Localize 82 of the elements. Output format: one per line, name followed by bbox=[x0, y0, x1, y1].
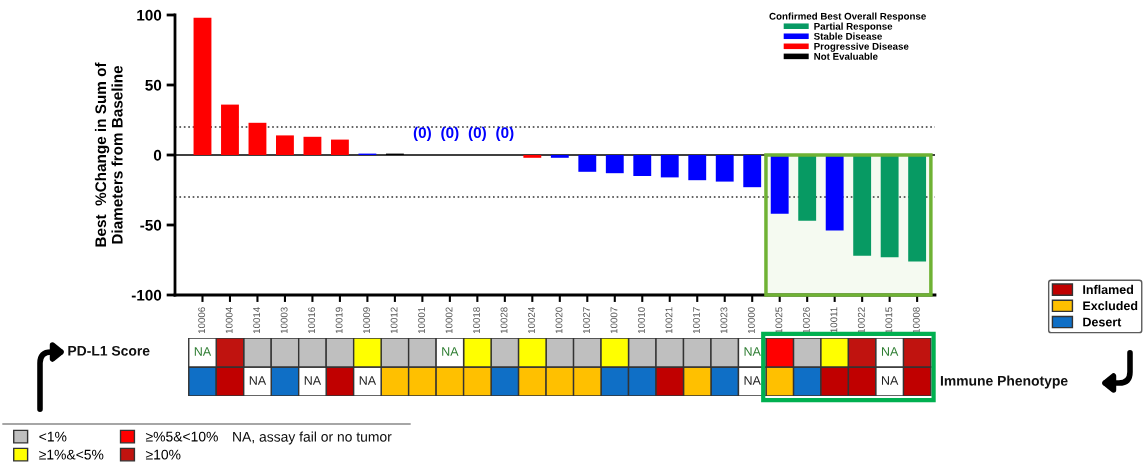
y-tick-label: -50 bbox=[140, 219, 162, 231]
legend-label: ≥10% bbox=[145, 449, 181, 460]
x-tick-label: 10015 bbox=[885, 307, 893, 334]
bar bbox=[523, 155, 542, 158]
x-tick-label: 10011 bbox=[830, 307, 838, 333]
text: PD-L1 Score bbox=[68, 345, 150, 356]
x-tick-label: 10008 bbox=[912, 307, 920, 334]
legend-label: Desert bbox=[1083, 317, 1122, 327]
y-tick-label: -100 bbox=[131, 289, 162, 301]
x-tick-label: 10017 bbox=[692, 307, 700, 334]
x-tick-label: 10014 bbox=[253, 307, 261, 334]
text: NA bbox=[359, 376, 377, 385]
data-label: (0) bbox=[413, 126, 431, 142]
bar bbox=[221, 104, 239, 155]
text: Immune Phenotype bbox=[940, 375, 1068, 389]
bar bbox=[743, 155, 762, 188]
x-tick-label: 10012 bbox=[390, 307, 398, 334]
x-tick-label: 10019 bbox=[335, 307, 343, 334]
data-label: (0) bbox=[441, 126, 459, 142]
x-tick-label: 10010 bbox=[637, 307, 645, 334]
bar bbox=[605, 155, 624, 174]
text: NA bbox=[881, 376, 899, 385]
bar bbox=[193, 17, 212, 155]
bar bbox=[825, 155, 844, 231]
bar bbox=[880, 155, 899, 258]
y-tick-label: 100 bbox=[137, 9, 162, 21]
y-axis-title: Best %Change in Sum of Diameters from Baseline bbox=[94, 62, 123, 247]
legend-label: Not Evaluable bbox=[814, 52, 878, 60]
x-tick-label: 10021 bbox=[665, 307, 673, 334]
x-tick-label: 10024 bbox=[528, 307, 535, 334]
x-tick-label: 10007 bbox=[610, 307, 618, 334]
bar bbox=[330, 139, 349, 155]
y-tick-label: 50 bbox=[145, 79, 162, 91]
data-label: (0) bbox=[496, 126, 514, 142]
legend-label: Excluded bbox=[1083, 301, 1138, 311]
bar bbox=[276, 135, 294, 155]
x-tick-label: 10000 bbox=[747, 307, 755, 334]
data-label: (0) bbox=[468, 126, 486, 142]
bar bbox=[770, 155, 789, 214]
x-tick-label: 10023 bbox=[720, 307, 728, 334]
legend-title: Confirmed Best Overall Response bbox=[769, 12, 926, 22]
x-tick-label: 10009 bbox=[363, 307, 371, 334]
legend-label: Partial Response bbox=[814, 22, 893, 32]
x-tick-label: 10006 bbox=[198, 307, 206, 334]
legend-label: ≥1%&<5% bbox=[39, 449, 104, 460]
x-tick-label: 10002 bbox=[445, 307, 453, 334]
x-tick-label: 10016 bbox=[308, 307, 316, 334]
bar bbox=[633, 155, 652, 176]
series-label: NA bbox=[194, 347, 212, 356]
bar bbox=[715, 155, 734, 182]
legend-label: ≥%5&<10% bbox=[145, 431, 218, 442]
x-tick-label: 10027 bbox=[583, 307, 590, 334]
bar bbox=[248, 122, 267, 155]
bar bbox=[853, 155, 872, 256]
legend-label: Stable Disease bbox=[813, 32, 882, 40]
legend-label: Inflamed bbox=[1083, 284, 1134, 294]
x-tick-label: 10026 bbox=[802, 307, 810, 334]
text: NA bbox=[744, 347, 761, 356]
text: NA, assay fail or no tumor bbox=[233, 431, 392, 445]
x-tick-label: 10003 bbox=[280, 307, 288, 334]
x-tick-label: 10001 bbox=[418, 307, 425, 334]
bar bbox=[578, 155, 597, 172]
x-tick-label: 10025 bbox=[775, 307, 783, 334]
bar bbox=[908, 155, 927, 262]
x-tick-label: 10028 bbox=[500, 307, 508, 334]
x-tick-label: 10004 bbox=[225, 307, 233, 334]
text: NA bbox=[744, 376, 761, 385]
legend-label: Progressive Disease bbox=[814, 42, 909, 52]
bar bbox=[550, 155, 569, 158]
text: NA bbox=[881, 347, 899, 356]
bar bbox=[660, 155, 679, 178]
y-tick-label: 0 bbox=[153, 149, 162, 161]
series-label: NA bbox=[249, 376, 267, 385]
bar bbox=[688, 155, 707, 181]
bar bbox=[303, 136, 322, 155]
x-tick-label: 10020 bbox=[555, 307, 563, 334]
x-tick-label: 10022 bbox=[857, 307, 865, 334]
text: NA bbox=[442, 347, 459, 356]
bar bbox=[798, 155, 817, 221]
legend-label: <1% bbox=[39, 431, 67, 442]
text: NA bbox=[304, 376, 322, 385]
x-tick-label: 10018 bbox=[473, 307, 480, 334]
